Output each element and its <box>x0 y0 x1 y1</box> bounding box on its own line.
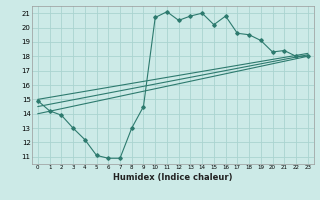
X-axis label: Humidex (Indice chaleur): Humidex (Indice chaleur) <box>113 173 233 182</box>
